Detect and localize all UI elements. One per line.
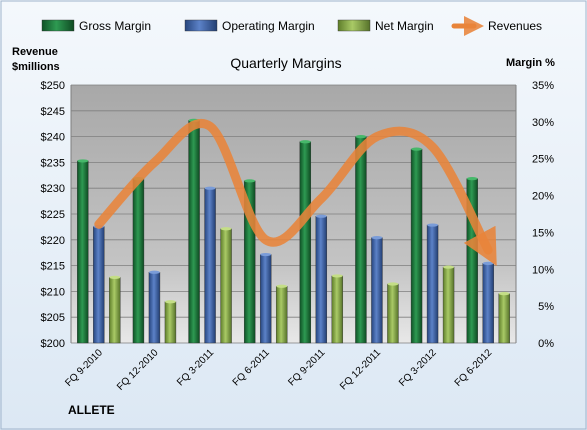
right-axis: 0% 5% 10% 15% 20% 25% 30% 35% — [532, 80, 554, 350]
bar-top-net-margin — [220, 227, 232, 231]
right-tick-label: 30% — [532, 117, 554, 129]
legend-label-operating-margin: Operating Margin — [222, 19, 315, 33]
bar-gross-margin — [132, 178, 145, 344]
bar-top-net-margin — [387, 282, 399, 286]
legend: Gross Margin Operating Margin Net Margin Re… — [41, 16, 542, 36]
bar-operating-margin — [426, 224, 439, 344]
bar-top-net-margin — [276, 284, 288, 288]
bar-operating-margin — [315, 216, 328, 344]
gridlines — [70, 84, 517, 344]
revenue-line — [94, 119, 497, 266]
legend-swatch-net-margin — [337, 19, 371, 32]
bar-operating-margin — [371, 237, 383, 344]
legend-label-net-margin: Net Margin — [375, 19, 434, 33]
left-tick-label: $225 — [41, 209, 65, 221]
bar-top-operating-margin — [148, 270, 160, 274]
left-tick-label: $230 — [41, 183, 65, 195]
right-tick-label: 15% — [532, 227, 554, 239]
left-tick-label: $245 — [41, 106, 65, 118]
bar-top-gross-margin — [299, 140, 311, 144]
bar-net-margin — [275, 286, 288, 344]
left-tick-label: $220 — [41, 235, 65, 247]
right-tick-label: 0% — [538, 338, 554, 350]
bar-top-net-margin — [443, 265, 455, 269]
bar-top-net-margin — [331, 274, 343, 278]
right-tick-label: 5% — [538, 301, 554, 313]
bar-top-operating-margin — [315, 214, 327, 218]
chart-title: Quarterly Margins — [230, 55, 341, 71]
bar-top-gross-margin — [355, 135, 367, 139]
right-tick-label: 20% — [532, 191, 554, 203]
bar-top-net-margin — [164, 300, 176, 304]
bar-net-margin — [109, 277, 121, 344]
bar-top-operating-margin — [204, 186, 216, 190]
right-tick-label: 10% — [532, 264, 554, 276]
left-axis: $200 $205 $210 $215 $220 $225 $230 $235 $240 $245… — [41, 80, 65, 350]
bar-operating-margin — [482, 263, 494, 344]
left-tick-label: $235 — [41, 157, 65, 169]
bar-top-gross-margin — [466, 177, 478, 181]
right-tick-label: 25% — [532, 154, 554, 166]
left-tick-label: $205 — [41, 312, 65, 324]
revenue-line-group — [94, 119, 497, 266]
bar-net-margin — [498, 293, 510, 344]
bar-operating-margin — [148, 272, 161, 344]
bar-gross-margin — [188, 120, 200, 344]
bar-net-margin — [164, 301, 177, 344]
right-tick-label: 35% — [532, 80, 554, 92]
left-tick-label: $240 — [41, 132, 65, 144]
bar-top-net-margin — [498, 292, 510, 296]
bar-operating-margin — [259, 254, 272, 344]
bar-net-margin — [220, 228, 232, 344]
left-tick-label: $200 — [41, 338, 65, 350]
brand-label: ALLETE — [68, 403, 115, 417]
legend-swatch-gross-margin — [41, 19, 75, 32]
bar-gross-margin — [299, 141, 312, 344]
bar-top-gross-margin — [77, 159, 89, 163]
bar-top-operating-margin — [371, 235, 383, 240]
bar-net-margin — [331, 275, 344, 344]
bar-top-operating-margin — [427, 223, 439, 227]
bar-gross-margin — [410, 148, 423, 344]
bar-top-net-margin — [109, 275, 121, 279]
bar-top-operating-margin — [260, 252, 272, 257]
left-axis-title-line1: Revenue — [12, 46, 58, 58]
left-axis-title-line2: $millions — [12, 61, 60, 73]
left-tick-label: $215 — [41, 261, 65, 273]
bar-operating-margin — [204, 187, 216, 344]
bar-net-margin — [387, 283, 399, 344]
bar-operating-margin — [93, 226, 105, 344]
bar-top-operating-margin — [482, 261, 494, 265]
bar-gross-margin — [355, 136, 367, 344]
legend-label-revenues: Revenues — [488, 19, 542, 33]
bar-top-gross-margin — [411, 147, 423, 151]
left-tick-label: $250 — [41, 80, 65, 92]
bar-gross-margin — [77, 160, 89, 344]
legend-swatch-operating-margin — [184, 19, 218, 32]
bar-net-margin — [442, 266, 455, 344]
bar-top-gross-margin — [244, 179, 256, 183]
left-tick-label: $210 — [41, 286, 65, 298]
right-axis-title: Margin % — [506, 57, 555, 69]
legend-label-gross-margin: Gross Margin — [79, 19, 151, 33]
